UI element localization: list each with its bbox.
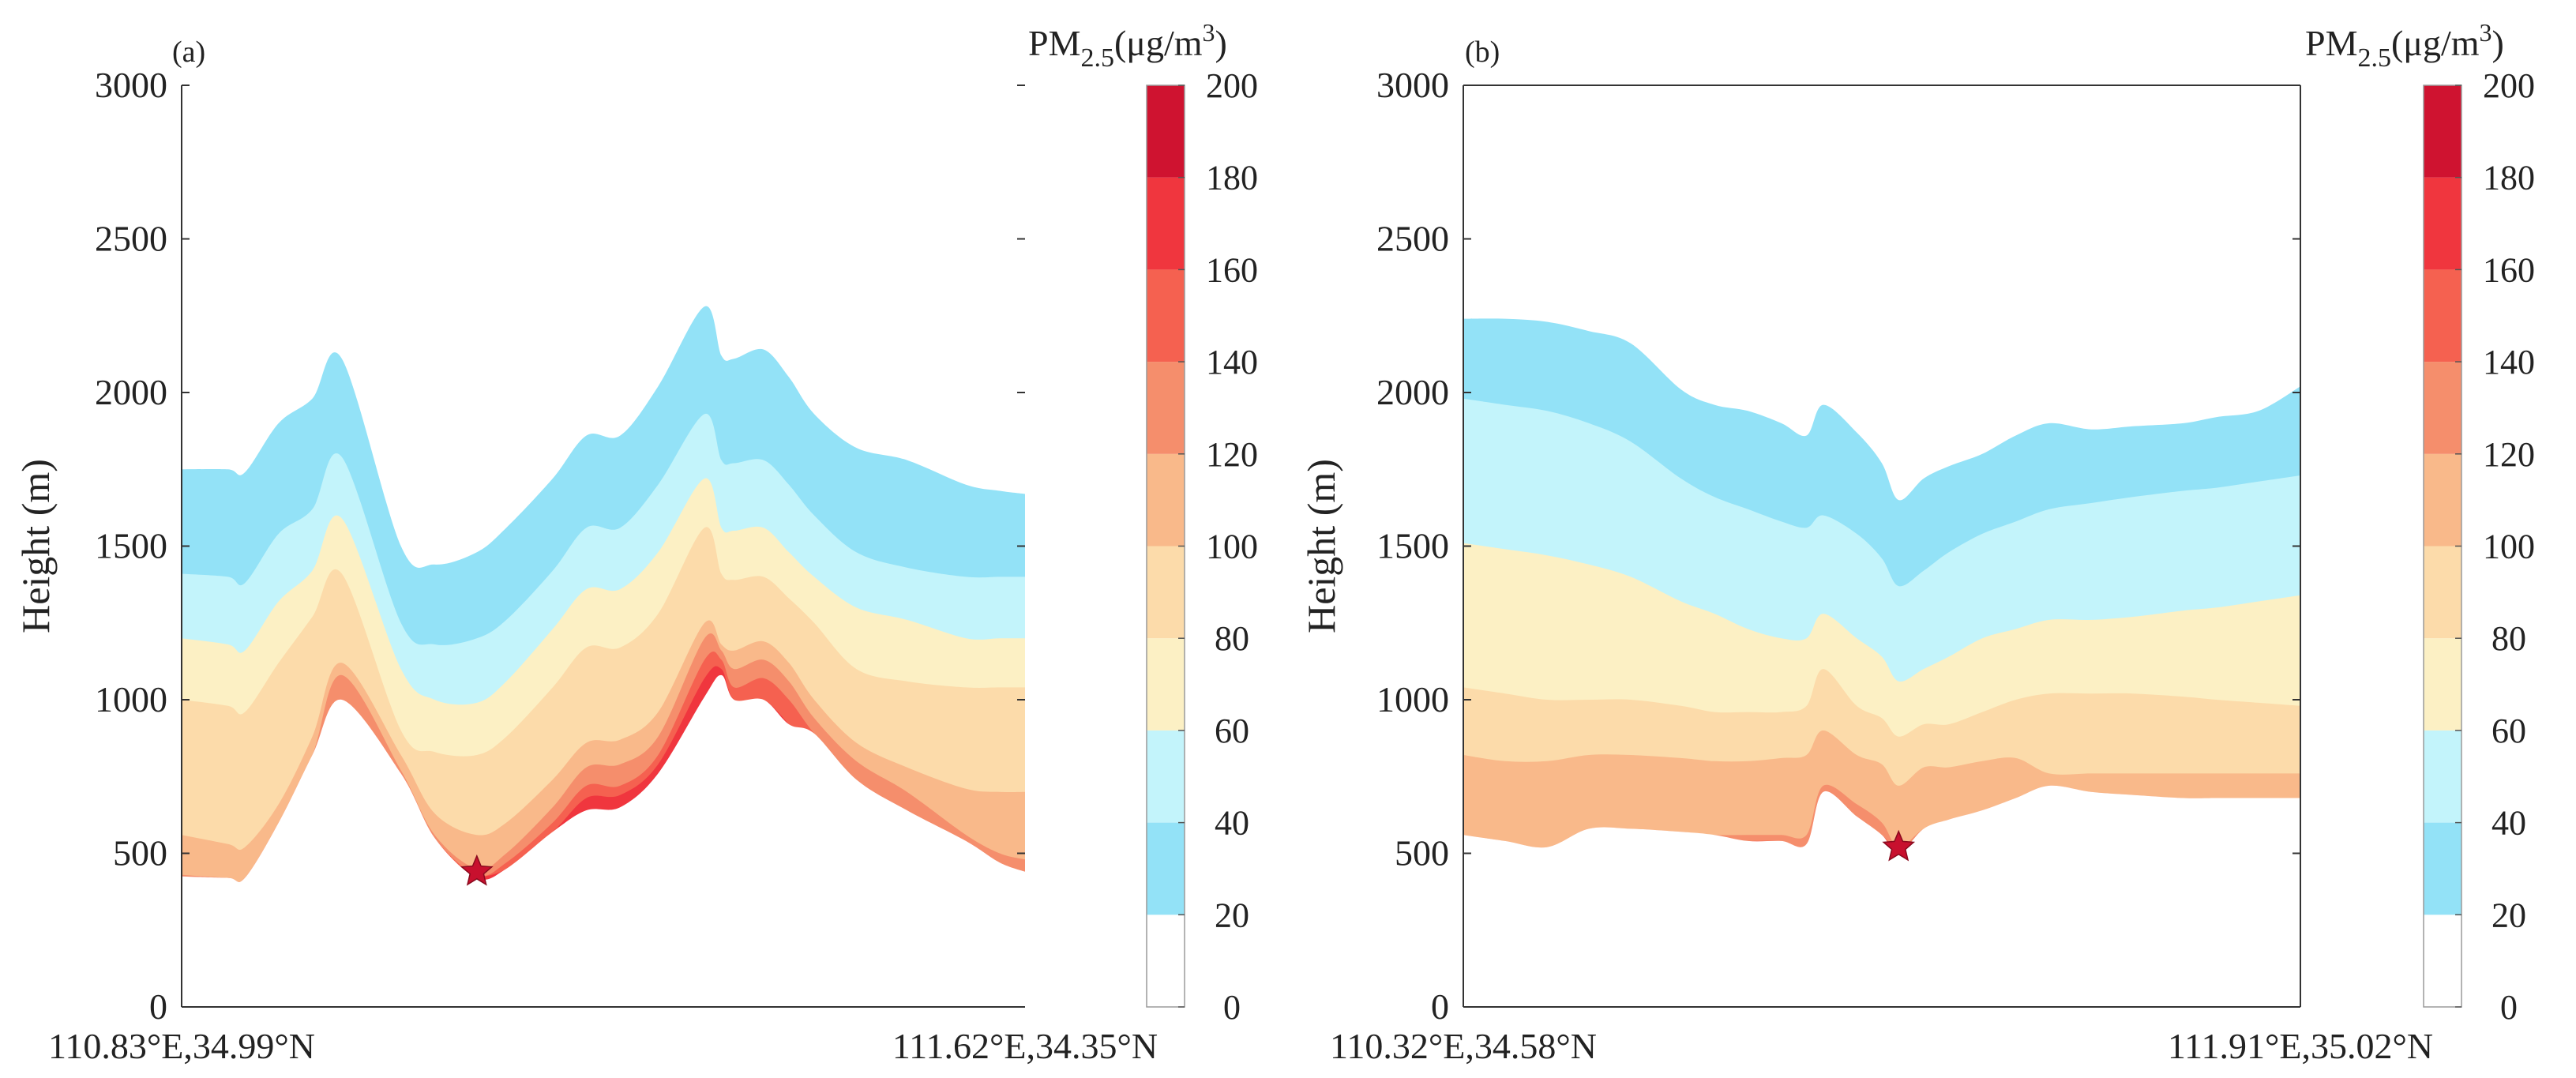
colorbar-segment-40 [2424,730,2461,823]
colorbar-tick-label: 0 [2500,988,2518,1027]
y-tick-label: 1500 [1376,526,1449,566]
colorbar-segment-40 [1147,730,1185,823]
colorbar-tick-label: 180 [1206,159,1258,197]
colorbar-title-close: ) [1215,23,1227,63]
x-end-label: 111.91°E,35.02°N [2168,1026,2433,1066]
terrain-mask [182,674,1025,1007]
y-tick-label: 2000 [95,372,167,412]
colorbar-segment-20 [1147,822,1185,915]
x-start-label: 110.83°E,34.99°N [48,1026,315,1066]
y-tick-label: 2000 [1376,372,1449,412]
colorbar-segment-20 [2424,822,2461,915]
colorbar-segment-60 [1147,638,1185,731]
colorbar-tick-label: 200 [1206,66,1258,105]
axes: 0 500 1000 1500 2000 2500 3000 110.32°E,34.58°N… [1330,65,2433,1066]
colorbar-tick-label: 180 [2483,159,2535,197]
y-tick-label: 1000 [1376,679,1449,719]
colorbar-title-close: ) [2492,23,2504,63]
colorbar-title: PM2.5(μg/m3) [1028,18,1227,73]
y-tick-label: 0 [1431,986,1449,1027]
colorbar-tick-label: 20 [1215,896,1249,934]
colorbar-segment-160 [2424,177,2461,270]
y-axis-title: Height (m) [13,459,58,633]
panel-b: 050010001500200025003000110.32°E,34.58°N… [1299,18,2535,1066]
colorbar-segment-160 [1147,177,1185,270]
colorbar-title: PM2.5(μg/m3) [2305,18,2504,73]
colorbar-segment-140 [2424,269,2461,362]
colorbar-tick-label: 40 [1215,804,1249,843]
colorbar-segment-0 [2424,915,2461,1007]
panel-label: (a) [172,36,205,69]
colorbar-tick-label: 140 [1206,343,1258,381]
x-end-label: 111.62°E,34.35°N [892,1026,1158,1066]
axes: 0 500 1000 1500 2000 2500 3000 110.83°E,34.99°N… [48,65,1158,1066]
panel-label: (b) [1465,36,1500,69]
colorbar-title-sub: 2.5 [1080,43,1114,73]
colorbar-segment-120 [2424,362,2461,454]
y-tick-label: 2500 [1376,219,1449,259]
colorbar-title-main: PM [2305,23,2357,63]
colorbar-tick-label: 160 [2483,250,2535,289]
colorbar-tick-label: 200 [2483,66,2535,105]
contour-fill-group [1463,318,2300,1007]
colorbar-title-sup: 3 [2480,18,2492,47]
y-tick-label: 2500 [95,219,167,259]
colorbar-tick-label: 80 [1215,619,1249,658]
y-tick-label: 1000 [95,679,167,719]
y-tick-label: 500 [1395,833,1449,873]
y-tick-label: 3000 [1376,65,1449,105]
source-star-marker [1882,829,1916,862]
y-axis-title: Height (m) [1299,459,1343,633]
colorbar-tick-label: 0 [1223,988,1241,1027]
terrain-mask [1463,785,2300,1007]
colorbar-segment-180 [1147,85,1185,178]
y-tick-label: 1500 [95,526,167,566]
colorbar-tick-label: 120 [1206,435,1258,474]
colorbar-tick-label: 60 [2492,712,2526,750]
colorbar-segment-100 [2424,453,2461,547]
colorbar-tick-label: 140 [2483,343,2535,381]
colorbar-title-sup: 3 [1203,18,1215,47]
colorbar-title-main: PM [1028,23,1080,63]
colorbar-segment-60 [2424,638,2461,731]
colorbar-tick-label: 80 [2492,619,2526,658]
panel-a: 050010001500200025003000110.83°E,34.99°N… [13,18,1258,1066]
colorbar-tick-label: 100 [2483,528,2535,566]
contour-fill-group [182,306,1025,1007]
colorbar-segment-0 [1147,915,1185,1007]
colorbar-title-unit: (μg/m [2391,23,2480,63]
colorbar-title-unit: (μg/m [1114,23,1203,63]
source-star-marker [460,854,494,886]
colorbar-tick-label: 20 [2492,896,2526,934]
colorbar-segment-180 [2424,85,2461,178]
x-start-label: 110.32°E,34.58°N [1330,1026,1597,1066]
colorbar-title-sub: 2.5 [2357,43,2391,73]
colorbar-segment-100 [1147,453,1185,547]
y-tick-label: 500 [113,833,167,873]
colorbar-segment-140 [1147,269,1185,362]
y-tick-label: 0 [149,986,167,1027]
colorbar-tick-label: 160 [1206,250,1258,289]
colorbar-tick-label: 120 [2483,435,2535,474]
y-tick-label: 3000 [95,65,167,105]
colorbar-tick-label: 100 [1206,528,1258,566]
colorbar-tick-label: 60 [1215,712,1249,750]
colorbar-segment-80 [2424,546,2461,639]
colorbar-tick-label: 40 [2492,804,2526,843]
colorbar-segment-80 [1147,546,1185,639]
colorbar-segment-120 [1147,362,1185,454]
